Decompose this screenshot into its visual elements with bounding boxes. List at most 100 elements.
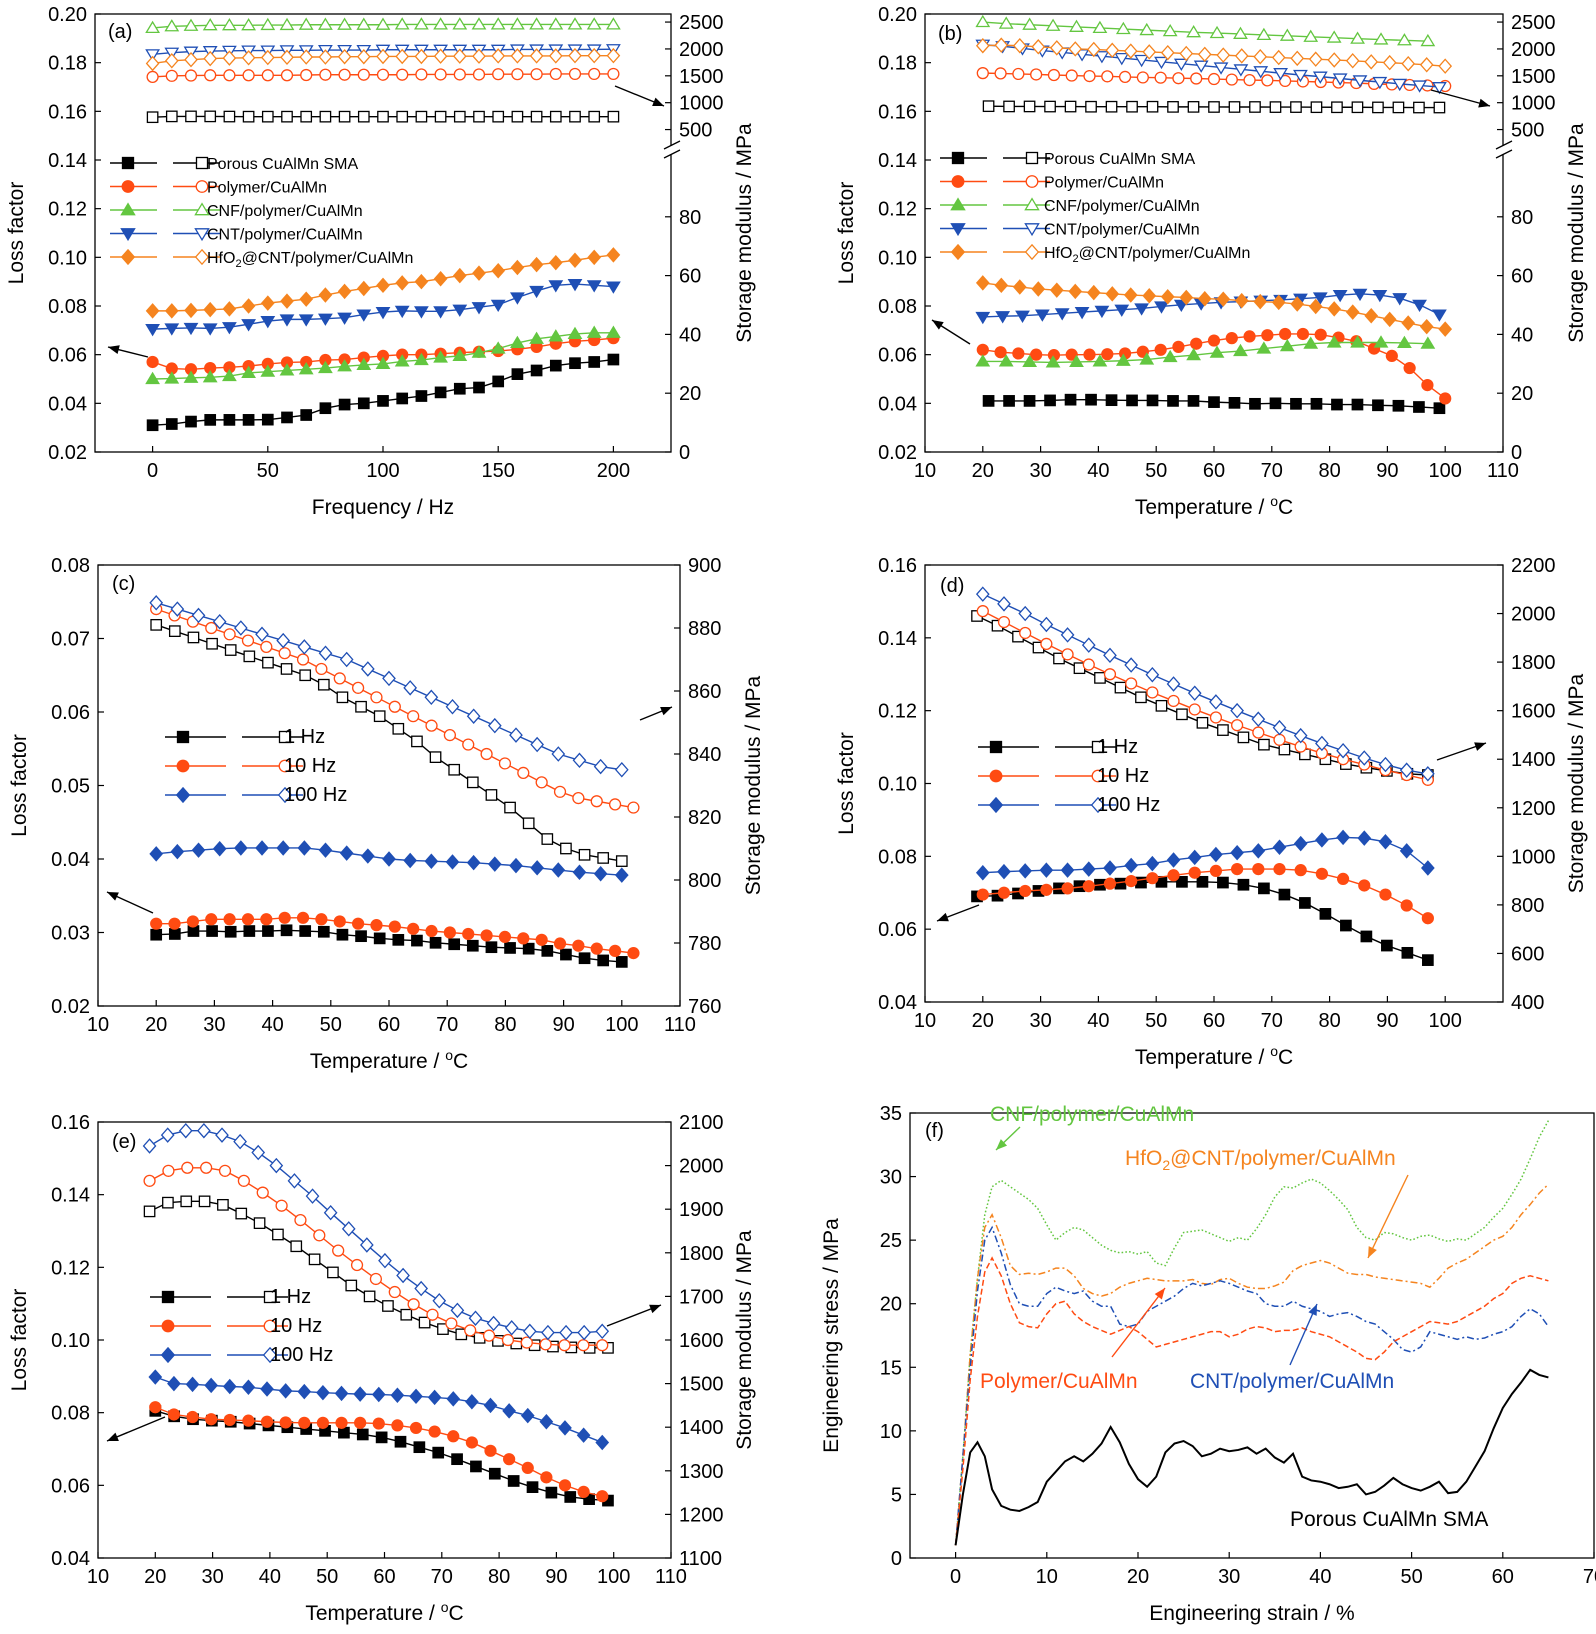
data-point [997,596,1011,612]
data-point [202,370,218,383]
panel-b: 10 20 30 40 50 60 70 80 90 100 110 0.02 0.04 0.06 0.08… [835,4,1588,519]
data-point [568,47,582,64]
annotation-arrow [1367,1174,1409,1259]
data-point [1400,899,1413,912]
data-point [234,840,248,856]
data-point [615,855,628,867]
data-point [1299,897,1311,909]
data-point [205,1413,218,1426]
data-point [223,913,236,926]
data-point [510,259,525,276]
data-point [994,67,1007,80]
data-point [1392,101,1405,114]
data-point [1172,72,1185,85]
y2-tick-label: 1500 [1511,66,1556,88]
data-point [1352,75,1368,88]
y-axis-label: Engineering stress / MPa [820,1218,843,1453]
data-point [1154,343,1167,356]
legend-label: 1 Hz [270,1286,311,1308]
y-tick-label: 0.14 [878,628,917,650]
data-point [510,335,525,349]
data-point [526,1481,539,1493]
data-point [355,700,367,713]
data-point [180,1195,193,1208]
annotation-arrow-head [1368,1246,1377,1258]
legend-label: 100 Hz [284,784,347,806]
x-tick-label: 50 [1145,460,1167,482]
axis-indicator-arrow-head [932,320,944,330]
legend: Porous CuAlMn SMA Polymer/CuAlMn CNF/polym… [110,156,413,270]
data-point [318,360,333,374]
data-point [360,848,375,864]
y2-tick-label: 1500 [679,66,724,88]
data-point [356,17,372,30]
data-point [280,69,294,82]
y2-tick-label: 1500 [679,1374,724,1396]
legend-marker-filled [120,228,136,242]
data-point [233,1133,247,1150]
legend-marker-open [194,248,210,266]
data-point [472,265,486,281]
data-point [568,67,582,81]
x-tick-label: 50 [1400,1566,1422,1588]
data-point [558,1339,571,1352]
legend-marker-open [263,1290,277,1304]
data-point [522,817,535,830]
data-point [1253,66,1269,79]
y-tick-label: 0.06 [878,345,917,367]
data-point [485,941,498,954]
data-point [976,343,989,356]
data-point [260,17,276,31]
y-axis-label: Loss factor [8,734,31,837]
x-tick-label: 20 [144,1566,166,1588]
data-point [318,645,333,661]
data-point [279,1416,292,1429]
data-point [338,68,351,81]
data-point [1420,336,1436,349]
legend-marker-open [194,202,210,216]
data-point [1115,353,1131,366]
data-point [394,305,410,319]
data-point [465,1436,478,1449]
data-point [369,1272,383,1286]
data-point [1135,691,1147,704]
data-point [373,710,386,723]
data-point [234,620,248,636]
legend-marker-open [262,1346,278,1364]
storage-modulus-series-2 [145,17,621,34]
data-point [1293,727,1308,744]
legend-gap [226,763,242,769]
data-point [1233,26,1248,39]
y-tick-label: 0.16 [48,101,87,123]
y2-tick-label: 20 [679,383,701,405]
x-axis-label: Frequency / Hz [312,496,454,519]
y2-tick-label: 0 [679,442,690,464]
legend-gap [157,183,173,190]
data-point [407,922,420,935]
data-point [1401,55,1416,72]
data-point [1118,70,1132,83]
data-point [1146,100,1159,113]
data-point [1065,348,1078,361]
data-point [1187,395,1200,407]
data-point [492,68,505,81]
data-point [548,329,564,342]
data-point [1209,846,1223,863]
data-point [452,17,468,30]
legend-marker-filled [121,180,135,193]
data-point [1327,301,1342,317]
data-point [164,19,180,32]
data-point [606,325,621,338]
data-point [337,359,352,372]
y2-tick-label: 80 [679,207,701,229]
data-point [1065,69,1078,82]
data-point [567,279,583,292]
data-point [1351,101,1364,114]
data-point [596,1339,609,1352]
data-point [1209,25,1225,39]
data-point [317,678,330,691]
data-point [150,917,163,930]
plot-frame [924,564,1504,1003]
legend: 1 Hz 10 Hz 100 Hz [150,1286,333,1366]
data-point [1044,100,1056,113]
